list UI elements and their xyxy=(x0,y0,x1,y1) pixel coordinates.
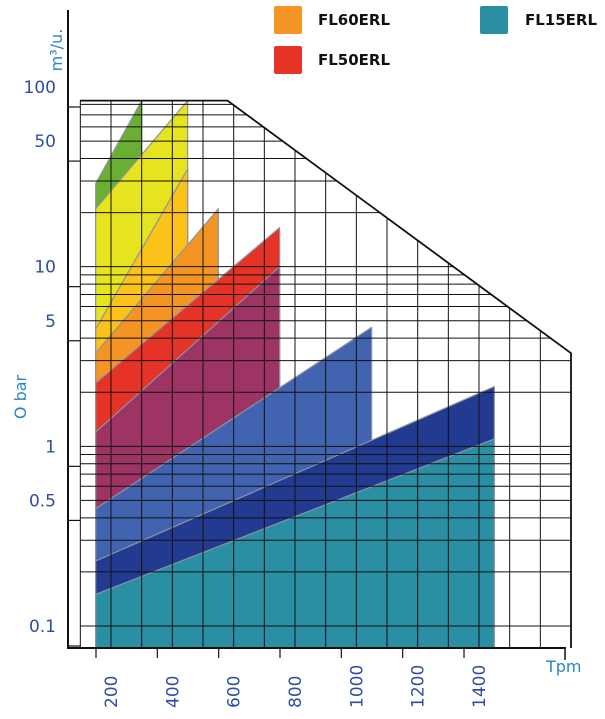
legend-swatch-fl50erl xyxy=(274,46,302,74)
x-tick-label: 1200 xyxy=(409,665,429,708)
y-tick-labels: 100 50 10 5 1 0.5 0.1 xyxy=(24,78,80,647)
x-tick-label: 800 xyxy=(286,676,306,708)
legend-swatch-fl60erl xyxy=(274,6,302,34)
legend-label-fl50erl: FL50ERL xyxy=(318,51,390,69)
envelope-outline xyxy=(80,99,572,648)
x-tick-label: 600 xyxy=(225,676,245,708)
x-tick-label: 200 xyxy=(102,676,122,708)
x-tick-label: 1000 xyxy=(347,665,367,708)
x-tick-label: 400 xyxy=(163,676,183,708)
x-tick-label: 1400 xyxy=(470,665,490,708)
y-axis-unit-label: m³/u. xyxy=(47,29,66,72)
legend-swatch-fl15erl xyxy=(480,6,508,34)
y-tick-label: 50 xyxy=(34,132,56,152)
grid-lines xyxy=(79,100,572,648)
legend-label-fl15erl: FL15ERL xyxy=(525,11,597,29)
x-tick-labels: 200 400 600 800 1000 1200 1400 xyxy=(95,648,490,708)
x-axis-label: Tpm xyxy=(545,657,582,676)
y-tick-label: 5 xyxy=(45,312,56,332)
legend: FL60ERL FL15ERL FL50ERL xyxy=(274,6,597,74)
y-tick-label: 1 xyxy=(45,437,56,457)
y-tick-label: 100 xyxy=(24,78,56,98)
y-tick-label: 0.5 xyxy=(29,491,56,511)
axes xyxy=(67,10,566,660)
y-tick-label: 10 xyxy=(34,258,56,278)
legend-label-fl60erl: FL60ERL xyxy=(318,11,390,29)
y-tick-label: 0.1 xyxy=(29,617,56,637)
y-axis-pressure-label: O bar xyxy=(11,374,30,419)
operating-envelope xyxy=(80,99,572,648)
